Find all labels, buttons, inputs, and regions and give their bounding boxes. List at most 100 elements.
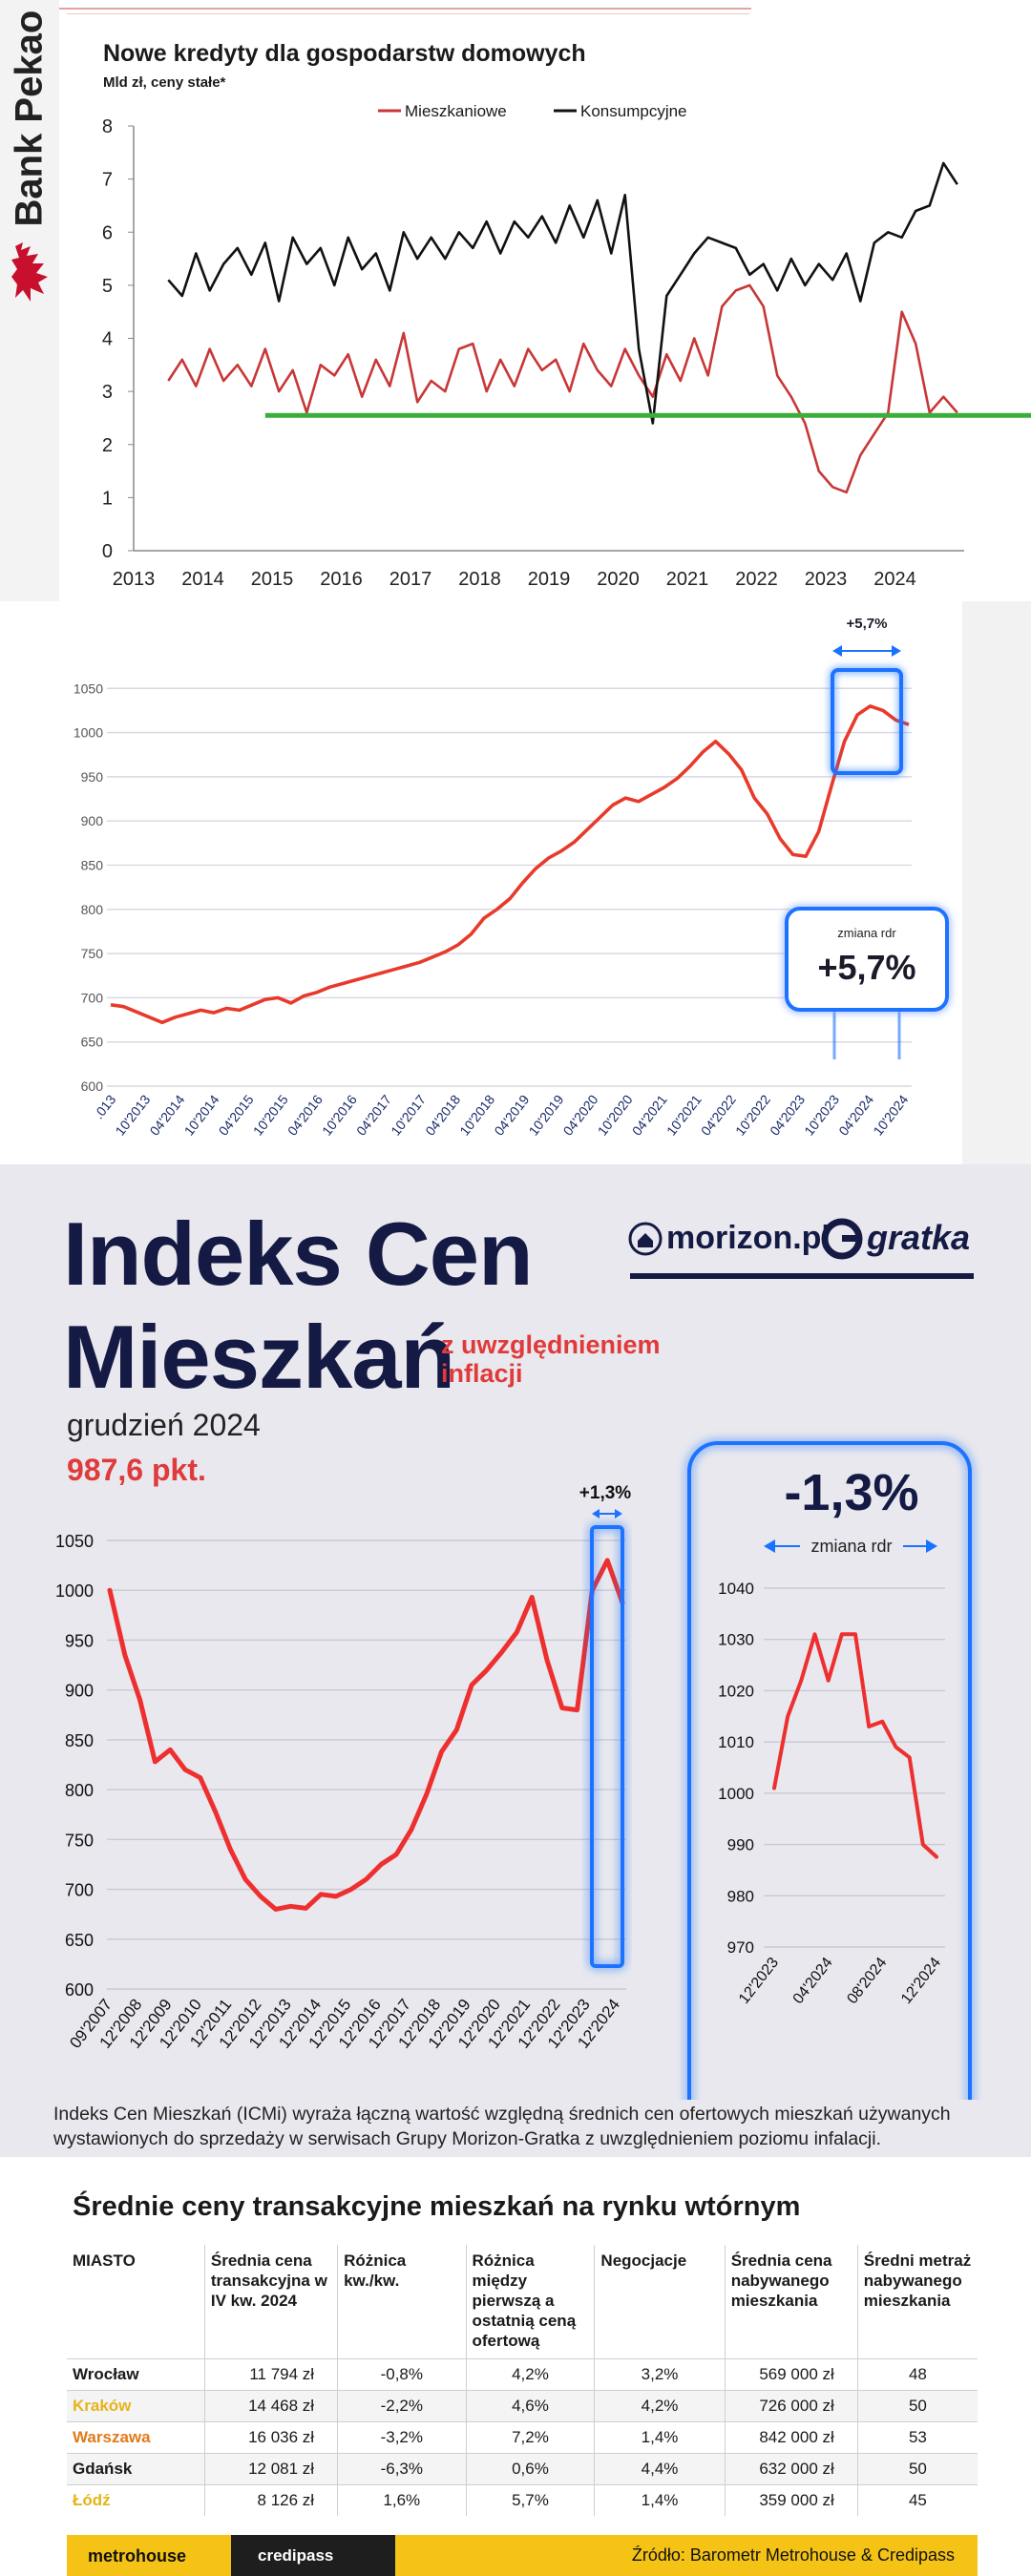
index-line <box>110 704 910 1025</box>
x-tick-label: 2020 <box>597 569 640 590</box>
cell-qoq: 1,6% <box>337 2484 467 2516</box>
cell-negotiation: 1,4% <box>594 2421 726 2454</box>
arrow-left-small-icon <box>592 1509 600 1518</box>
series-line-mieszkaniowe <box>167 283 958 494</box>
table-row: Kraków 14 468 zł -2,2% 4,6% 4,2% 726 000 zł 50 <box>67 2390 978 2422</box>
x-tick-label: 10'2015 <box>250 1092 291 1139</box>
icm-charts: 6006507007508008509009501000105009'20071… <box>55 1441 972 2100</box>
cell-avg-price: 12 081 zł <box>204 2453 339 2485</box>
source-note: Źródło: Barometr Metrohouse & Credipass <box>631 2545 955 2565</box>
x-tick-label: 2016 <box>320 569 363 590</box>
x-tick-label: 04'2024 <box>835 1092 876 1139</box>
y-tick-label: 2 <box>102 435 113 456</box>
y-tick-label: 7 <box>102 170 113 191</box>
cell-city: Kraków <box>67 2390 205 2422</box>
x-tick-label: 04'2019 <box>491 1092 532 1139</box>
x-tick-label: 10'2014 <box>181 1092 222 1139</box>
chart-panel-credits: Bank Pekao Nowe kredyty dla gospodarstw … <box>0 0 1031 601</box>
x-tick-label: 10'2024 <box>870 1092 911 1139</box>
x-tick-label: 2017 <box>389 569 432 590</box>
cell-offer-diff: 7,2% <box>466 2421 596 2454</box>
cell-avg-price: 11 794 zł <box>204 2358 339 2391</box>
cell-area: 53 <box>857 2421 978 2454</box>
y-tick-label: 600 <box>81 1079 104 1094</box>
yoy-label: zmiana rdr <box>810 1537 892 1556</box>
table-header-row: MIASTO Średnia cena transakcyjna w IV kw… <box>67 2245 978 2359</box>
y-tick-label: 1000 <box>55 1581 94 1601</box>
col-header-city: MIASTO <box>67 2245 205 2359</box>
metrohouse-logo: metrohouse <box>88 2546 187 2566</box>
yoy-arrow-left-icon <box>764 1539 775 1553</box>
x-tick-label: 12'2023 <box>736 1955 782 2007</box>
top-rule <box>59 8 751 10</box>
x-tick-label: 08'2024 <box>844 1955 890 2007</box>
table-row: Łódź 8 126 zł 1,6% 5,7% 1,4% 359 000 zł 45 <box>67 2484 978 2516</box>
x-tick-label: 2018 <box>458 569 501 590</box>
cell-flat-price: 359 000 zł <box>725 2484 858 2516</box>
cell-offer-diff: 4,6% <box>466 2390 596 2422</box>
cell-avg-price: 14 468 zł <box>204 2390 339 2422</box>
gratka-logo-icon <box>821 1218 863 1260</box>
x-tick-label: .013 <box>91 1092 119 1121</box>
legend-label-konsumpcyjne: Konsumpcyjne <box>580 102 687 120</box>
x-tick-label: 2024 <box>873 569 916 590</box>
col-header-area: Średni metraż nabywanego mieszkania <box>863 2251 972 2310</box>
yoy-value: -1,3% <box>784 1464 918 1521</box>
x-tick-label: 2015 <box>251 569 294 590</box>
cell-offer-diff: 5,7% <box>466 2484 596 2516</box>
icm-panel: Indeks Cen Mieszkań z uwzględnieniem inf… <box>0 1164 1031 2157</box>
y-tick-label: 990 <box>727 1836 754 1854</box>
col-header-negotiation: Negocjacje <box>594 2245 726 2359</box>
cell-qoq: -3,2% <box>337 2421 467 2454</box>
subtitle-line2: inflacji <box>441 1359 523 1388</box>
x-tick-label: 2022 <box>735 569 778 590</box>
x-tick-label: 04'2023 <box>767 1092 808 1139</box>
change-box <box>785 907 949 1012</box>
cell-negotiation: 4,4% <box>594 2453 726 2485</box>
table-title: Średnie ceny transakcyjne mieszkań na ry… <box>73 2191 801 2222</box>
y-tick-label: 800 <box>81 902 104 917</box>
y-tick-label: 1050 <box>74 681 103 696</box>
y-tick-label: 950 <box>65 1631 94 1650</box>
chart-panel-index-long: 600 650 700 750 800 850 900 950 1000 1050.013 10'2… <box>0 601 1031 1164</box>
cell-negotiation: 1,4% <box>594 2484 726 2516</box>
x-tick-label: 10'2022 <box>732 1092 773 1139</box>
partner-logos: morizon.pl gratka <box>628 1210 974 1267</box>
y-tick-label: 970 <box>727 1938 754 1957</box>
y-tick-label: 850 <box>81 857 104 872</box>
y-tick-label: 1000 <box>74 725 103 741</box>
cell-city: Wrocław <box>67 2358 205 2391</box>
change-box-label: zmiana rdr <box>837 926 896 940</box>
x-tick-label: 2014 <box>181 569 224 590</box>
y-tick-label: 700 <box>81 990 104 1005</box>
cell-city: Łódź <box>67 2484 205 2516</box>
transaction-table-panel: Średnie ceny transakcyjne mieszkań na ry… <box>0 2157 1031 2576</box>
annotation-plus: +1,3% <box>579 1483 632 1503</box>
y-tick-label: 650 <box>65 1931 94 1950</box>
page-title-line2: Mieszkań <box>63 1307 455 1407</box>
top-rule-thin <box>67 13 749 14</box>
x-tick-label: 10'2013 <box>112 1092 153 1139</box>
cell-offer-diff: 4,2% <box>466 2358 596 2391</box>
cell-negotiation: 4,2% <box>594 2390 726 2422</box>
highlight-column <box>590 1525 624 1968</box>
col-header-offer-diff: Różnica między pierwszą a ostatnią ceną … <box>466 2245 596 2359</box>
y-tick-label: 800 <box>65 1781 94 1800</box>
chart-title: Nowe kredyty dla gospodarstw domowych <box>103 40 586 67</box>
x-tick-label: 04'2017 <box>353 1092 394 1139</box>
y-tick-label: 950 <box>81 769 104 785</box>
panel-edge <box>962 601 1031 1164</box>
x-tick-label: 04'2024 <box>790 1955 836 2007</box>
table-row: Warszawa 16 036 zł -3,2% 7,2% 1,4% 842 000 zł… <box>67 2421 978 2454</box>
y-tick-label: 4 <box>102 329 113 350</box>
x-tick-label: 10'2020 <box>595 1092 636 1139</box>
credits-chart: Nowe kredyty dla gospodarstw domowych Ml… <box>102 40 1031 590</box>
morizon-logo-icon <box>628 1222 663 1256</box>
col-header-qoq: Różnica kw./kw. <box>337 2245 467 2359</box>
y-tick-label: 1000 <box>718 1785 754 1803</box>
x-tick-label: 04'2018 <box>422 1092 463 1139</box>
cell-area: 50 <box>857 2453 978 2485</box>
table-row: Wrocław 11 794 zł -0,8% 4,2% 3,2% 569 000 zł 4… <box>67 2358 978 2391</box>
y-tick-label: 650 <box>81 1035 104 1050</box>
icm-description: Indeks Cen Mieszkań (ICMi) wyraża łączną… <box>53 2104 951 2149</box>
